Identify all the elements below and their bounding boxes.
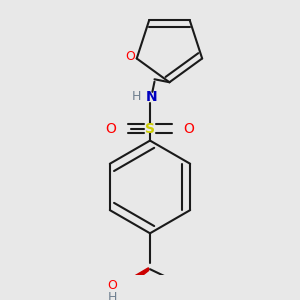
Text: O: O xyxy=(125,50,135,64)
Polygon shape xyxy=(124,268,148,289)
Text: O: O xyxy=(105,122,116,136)
Text: O: O xyxy=(184,122,195,136)
Text: H: H xyxy=(131,89,141,103)
Text: O: O xyxy=(108,279,118,292)
Text: S: S xyxy=(145,122,155,136)
Text: H: H xyxy=(108,290,117,300)
Text: N: N xyxy=(146,90,157,104)
